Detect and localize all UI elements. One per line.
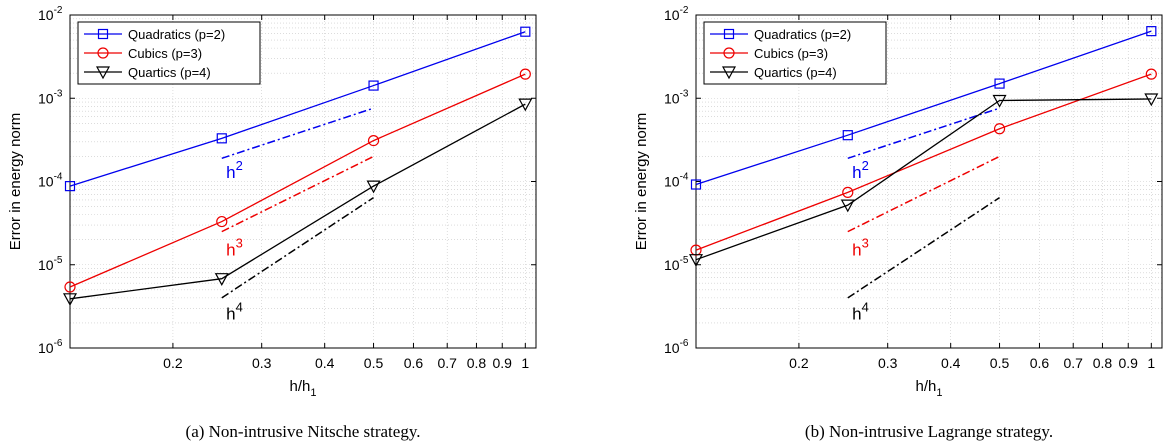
chart-b: 10-610-510-410-310-20.2 0.3 0.4 0.5 0.6 0.7 0.…	[633, 5, 1162, 441]
y-tick-label: 10-2	[38, 5, 63, 23]
y-tick-exp: -4	[680, 172, 689, 183]
y-tick-exp: -2	[680, 5, 689, 16]
x-axis-label: h/h1	[916, 378, 943, 399]
y-axis-label: Error in energy norm	[7, 113, 24, 251]
y-tick-exp: -4	[54, 172, 63, 183]
x-tick-label: 0.4	[941, 355, 961, 371]
x-tick-label: 0.6	[404, 355, 424, 371]
x-tick-label: 1	[521, 355, 529, 371]
x-tick-label: 0.8	[1093, 355, 1113, 371]
legend-label: Cubics (p=3)	[128, 46, 202, 61]
reference-slope-label-power: 4	[236, 299, 243, 314]
reference-slope-label-power: 3	[862, 235, 869, 250]
x-axis-label-main: h/h	[916, 378, 937, 395]
reference-slope-label-power: 2	[236, 158, 243, 173]
x-tick-label: 1	[1147, 355, 1155, 371]
y-tick-base: 10	[664, 90, 680, 106]
x-axis-label: h/h1	[290, 378, 317, 399]
figure-caption: (a) Non-intrusive Nitsche strategy.	[186, 422, 421, 441]
x-tick-label: 0.7	[1063, 355, 1083, 371]
reference-slope-label-power: 4	[862, 299, 869, 314]
x-tick-label: 0.5	[990, 355, 1010, 371]
reference-slope-label-power: 3	[236, 235, 243, 250]
y-tick-label: 10-2	[664, 5, 689, 23]
reference-slope-label-base: h	[852, 240, 861, 259]
y-tick-base: 10	[664, 257, 680, 273]
legend: Quadratics (p=2) Cubics (p=3) Quartics (p=…	[78, 22, 260, 84]
figure-caption: (b) Non-intrusive Lagrange strategy.	[805, 422, 1053, 441]
y-tick-base: 10	[38, 340, 54, 356]
legend-label: Quadratics (p=2)	[754, 27, 851, 42]
y-tick-base: 10	[664, 174, 680, 190]
y-tick-label: 10-6	[664, 338, 689, 356]
reference-slope-label-power: 2	[862, 158, 869, 173]
legend-label: Cubics (p=3)	[754, 46, 828, 61]
x-tick-label: 0.4	[315, 355, 335, 371]
legend-label: Quartics (p=4)	[754, 65, 837, 80]
reference-slope-label-base: h	[226, 163, 235, 182]
y-tick-base: 10	[38, 7, 54, 23]
legend-label: Quadratics (p=2)	[128, 27, 225, 42]
y-tick-exp: -5	[680, 255, 689, 266]
x-tick-label: 0.5	[364, 355, 384, 371]
x-tick-label: 0.2	[163, 355, 183, 371]
reference-slope-label-base: h	[852, 163, 861, 182]
x-tick-label: 0.9	[493, 355, 513, 371]
reference-slope-label-base: h	[226, 240, 235, 259]
y-tick-label: 10-6	[38, 338, 63, 356]
legend: Quadratics (p=2) Cubics (p=3) Quartics (p=…	[704, 22, 886, 84]
y-tick-label: 10-5	[38, 255, 63, 273]
x-axis-label-sub: 1	[936, 387, 942, 399]
reference-slope-label-base: h	[852, 304, 861, 323]
x-tick-label: 0.7	[437, 355, 457, 371]
y-tick-label: 10-4	[38, 172, 63, 190]
x-tick-label: 0.3	[252, 355, 272, 371]
x-tick-label: 0.2	[789, 355, 809, 371]
y-tick-label: 10-3	[664, 88, 689, 106]
y-axis-label: Error in energy norm	[633, 113, 650, 251]
x-tick-label: 0.6	[1030, 355, 1050, 371]
y-tick-base: 10	[38, 257, 54, 273]
x-tick-label: 0.9	[1119, 355, 1139, 371]
x-axis-label-sub: 1	[310, 387, 316, 399]
x-tick-label: 0.8	[467, 355, 487, 371]
y-tick-exp: -3	[54, 88, 63, 99]
chart-a: 10-610-510-410-310-20.2 0.3 0.4 0.5 0.6 0.7 0.…	[7, 5, 536, 441]
y-tick-label: 10-4	[664, 172, 689, 190]
y-tick-exp: -6	[680, 338, 689, 349]
y-tick-exp: -2	[54, 5, 63, 16]
y-tick-label: 10-3	[38, 88, 63, 106]
y-tick-exp: -6	[54, 338, 63, 349]
y-tick-exp: -3	[680, 88, 689, 99]
y-tick-base: 10	[38, 174, 54, 190]
y-tick-label: 10-5	[664, 255, 689, 273]
x-tick-label: 0.3	[878, 355, 898, 371]
legend-label: Quartics (p=4)	[128, 65, 211, 80]
y-tick-base: 10	[664, 7, 680, 23]
x-axis-label-main: h/h	[290, 378, 311, 395]
y-tick-base: 10	[664, 340, 680, 356]
reference-slope-label-base: h	[226, 304, 235, 323]
y-tick-exp: -5	[54, 255, 63, 266]
y-tick-base: 10	[38, 90, 54, 106]
